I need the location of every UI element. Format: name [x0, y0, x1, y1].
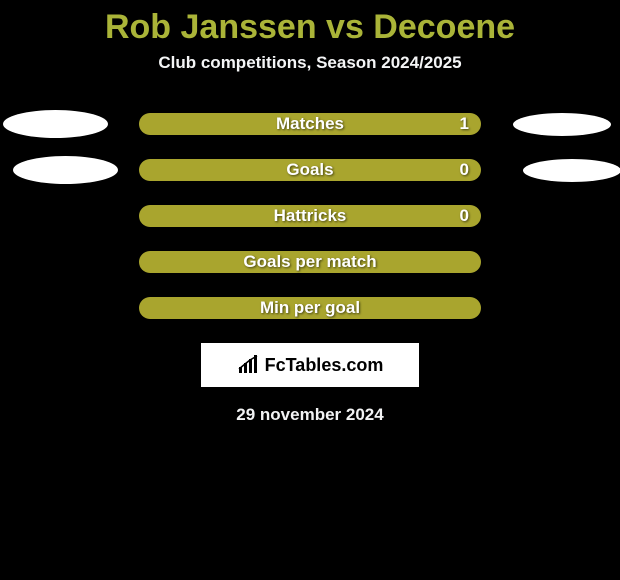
stat-bar: Matches 1 — [139, 113, 481, 135]
stat-bar: Goals per match — [139, 251, 481, 273]
stat-value: 1 — [460, 114, 469, 134]
page-subtitle: Club competitions, Season 2024/2025 — [0, 53, 620, 73]
stat-label: Matches — [276, 114, 344, 134]
stat-value: 0 — [460, 206, 469, 226]
page-title: Rob Janssen vs Decoene — [0, 8, 620, 47]
left-ellipse — [13, 156, 118, 184]
stat-row: Goals per match — [0, 251, 620, 273]
date-label: 29 november 2024 — [0, 405, 620, 425]
stat-row: Goals 0 — [0, 159, 620, 181]
stat-bar: Goals 0 — [139, 159, 481, 181]
stat-label: Goals per match — [243, 252, 376, 272]
stat-bar: Min per goal — [139, 297, 481, 319]
stat-label: Goals — [286, 160, 333, 180]
brand-badge: FcTables.com — [201, 343, 419, 387]
bar-chart-icon — [237, 355, 259, 375]
stat-row: Matches 1 — [0, 113, 620, 135]
stat-bar: Hattricks 0 — [139, 205, 481, 227]
right-ellipse — [523, 159, 620, 182]
left-ellipse — [3, 110, 108, 138]
stat-value: 0 — [460, 160, 469, 180]
comparison-infographic: Rob Janssen vs Decoene Club competitions… — [0, 0, 620, 580]
stat-row: Hattricks 0 — [0, 205, 620, 227]
stat-row: Min per goal — [0, 297, 620, 319]
stat-label: Min per goal — [260, 298, 360, 318]
right-ellipse — [513, 113, 611, 136]
stat-label: Hattricks — [274, 206, 347, 226]
brand-text: FcTables.com — [265, 355, 384, 376]
stat-rows: Matches 1 Goals 0 Hattricks 0 Goals per match M… — [0, 113, 620, 319]
